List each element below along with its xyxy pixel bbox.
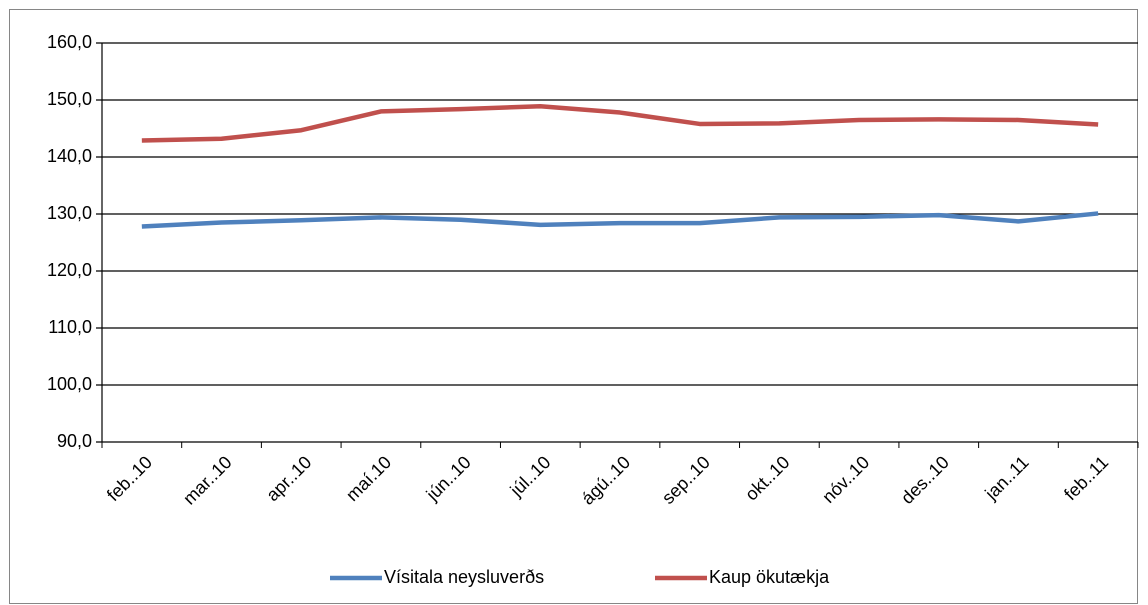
legend-label: Kaup ökutækja <box>709 567 830 587</box>
y-tick-label: 150,0 <box>47 89 92 109</box>
y-tick-label: 100,0 <box>47 374 92 394</box>
legend-label: Vísitala neysluverðs <box>384 567 544 587</box>
chart-frame <box>9 9 1138 604</box>
y-tick-label: 140,0 <box>47 146 92 166</box>
line-series <box>141 211 1099 229</box>
line-series <box>141 104 1099 143</box>
y-tick-label: 120,0 <box>47 260 92 280</box>
y-tick-label: 160,0 <box>47 32 92 52</box>
y-tick-label: 90,0 <box>57 431 92 451</box>
y-tick-label: 110,0 <box>48 317 92 337</box>
y-tick-label: 130,0 <box>47 203 92 223</box>
